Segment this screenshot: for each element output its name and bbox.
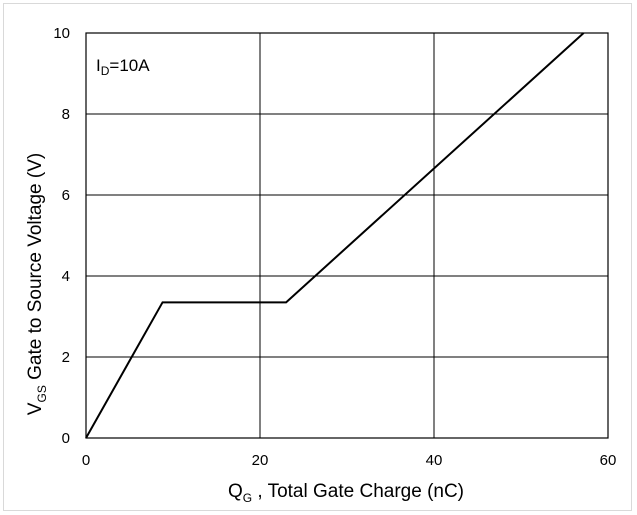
y-tick-label: 8 (62, 106, 70, 123)
chart-frame (3, 3, 632, 511)
y-tick-label: 4 (62, 268, 70, 285)
x-tick-label: 60 (600, 452, 617, 469)
annotation-rest: =10A (109, 56, 150, 75)
y-tick-label: 10 (53, 25, 70, 42)
y-axis-ticks: 0 2 4 6 8 10 (53, 25, 70, 447)
x-title-rest: , Total Gate Charge (nC) (252, 481, 464, 502)
x-axis-ticks: 0 20 40 60 (82, 452, 617, 469)
current-annotation: ID=10A (96, 56, 150, 78)
y-tick-label: 2 (62, 349, 70, 366)
x-title-main: Q (228, 481, 243, 502)
y-tick-label: 6 (62, 187, 70, 204)
plot-area (85, 32, 609, 439)
y-axis-title: VGS Gate to Source Voltage (V) (25, 153, 49, 415)
grid (86, 33, 608, 438)
series-line (85, 32, 585, 439)
annotation-main: I (96, 56, 101, 75)
x-tick-label: 20 (252, 452, 269, 469)
y-title-main: V (25, 402, 46, 415)
x-title-sub: G (243, 491, 252, 505)
annotation-sub: D (101, 64, 110, 78)
y-tick-label: 0 (62, 430, 70, 447)
y-title-sub: GS (35, 385, 49, 402)
y-title-rest: Gate to Source Voltage (V) (25, 153, 46, 385)
x-tick-label: 40 (426, 452, 443, 469)
x-tick-label: 0 (82, 452, 90, 469)
x-axis-title: QG , Total Gate Charge (nC) (228, 481, 464, 505)
